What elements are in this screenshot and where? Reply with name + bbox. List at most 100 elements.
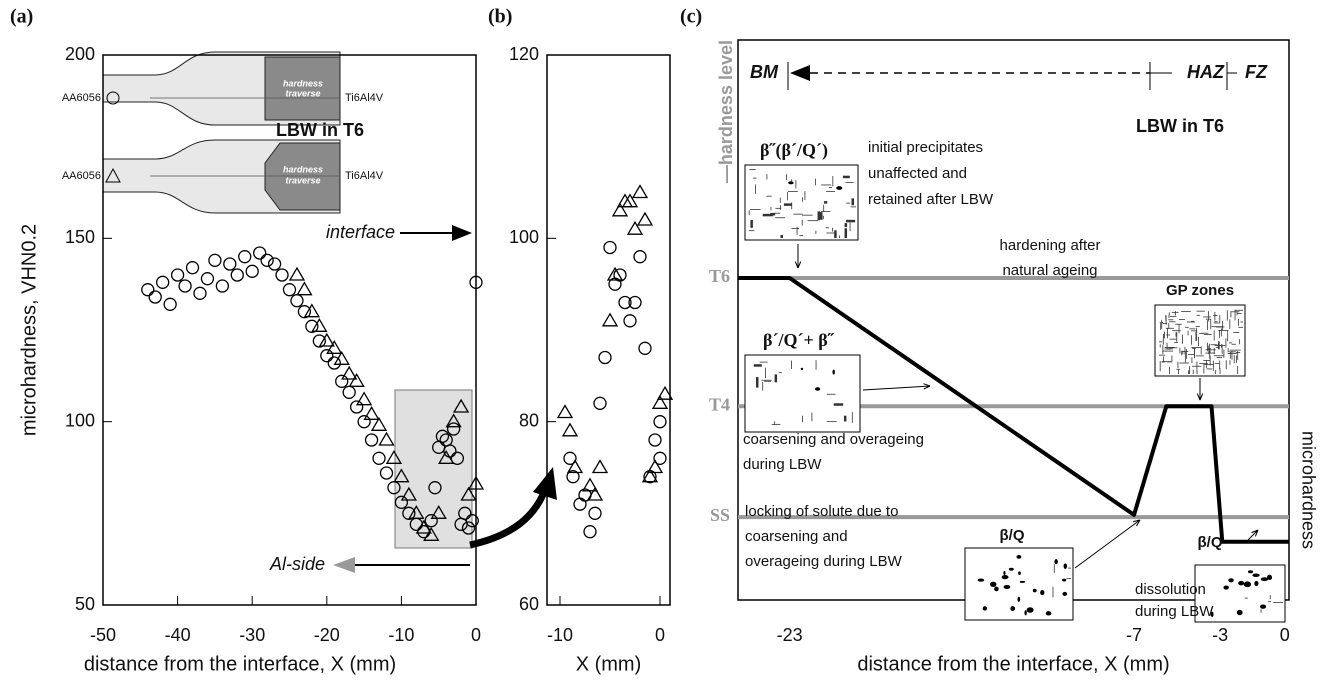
point	[320, 349, 334, 363]
point	[460, 486, 477, 501]
arrow-head	[333, 557, 355, 573]
precipitate	[1008, 567, 1014, 571]
point	[253, 246, 267, 260]
zoom-arrow	[469, 488, 549, 549]
y-tick-label: T4	[709, 394, 730, 414]
annotation: during LBW	[743, 456, 822, 473]
point	[438, 450, 455, 464]
panel-label: (b)	[488, 6, 512, 28]
precipitate	[836, 186, 843, 190]
annotation: during LBW	[1135, 603, 1214, 620]
point	[613, 268, 627, 282]
point	[428, 481, 442, 495]
precipitate	[1223, 585, 1229, 590]
point	[467, 475, 485, 490]
precipitate	[982, 606, 988, 611]
x-tick-label: -40	[165, 625, 191, 645]
annotation: microhardness	[1298, 431, 1318, 549]
y-tick-label: 50	[75, 594, 95, 614]
pointer-head	[1133, 519, 1141, 527]
point	[631, 184, 649, 199]
point	[598, 350, 612, 365]
point	[200, 272, 215, 286]
plot-frame	[546, 54, 671, 606]
precipitate	[1260, 577, 1269, 582]
annotation: GP zones	[1166, 282, 1234, 299]
x-tick-label: -30	[239, 625, 265, 645]
point	[601, 312, 619, 327]
point	[648, 433, 662, 447]
point	[141, 283, 155, 297]
point	[623, 314, 637, 328]
precipitate	[1238, 580, 1245, 586]
precipitate	[1254, 580, 1259, 587]
point	[238, 250, 252, 264]
point	[394, 495, 409, 509]
annotation: LBW in T6	[1136, 116, 1224, 136]
x-tick-label: 0	[655, 625, 665, 645]
x-tick-label: -10	[547, 625, 573, 645]
point	[349, 400, 364, 414]
point	[379, 466, 394, 480]
point	[461, 521, 476, 535]
annotation: hardness	[283, 78, 323, 88]
plot-frame	[102, 54, 477, 606]
y-tick-label: SS	[710, 505, 730, 525]
precipitate	[1252, 573, 1260, 578]
point	[626, 220, 644, 235]
point	[296, 281, 313, 296]
point	[230, 268, 244, 282]
point	[561, 422, 579, 437]
pointer-head	[794, 261, 802, 269]
pointer	[1247, 529, 1259, 541]
point	[303, 303, 321, 318]
point	[606, 266, 624, 281]
x-tick-label: 0	[1280, 625, 1290, 645]
point	[208, 253, 222, 267]
point	[327, 356, 341, 370]
point	[446, 422, 461, 436]
annotation: β/Q	[1000, 527, 1025, 544]
annotation: retained after LBW	[868, 191, 994, 208]
x-tick-label: -23	[777, 625, 803, 645]
point	[363, 406, 380, 420]
panel-label: (a)	[10, 6, 33, 28]
marker-key	[105, 167, 121, 183]
microstructure-box	[964, 547, 1074, 621]
point	[170, 268, 185, 282]
point	[267, 257, 282, 271]
point	[638, 341, 652, 355]
y-tick-label: 60	[519, 594, 539, 614]
point	[400, 486, 417, 501]
point	[641, 468, 659, 483]
y-axis-label: microhardness, VHN0.2	[18, 224, 40, 436]
point	[318, 332, 335, 347]
precipitate	[1001, 575, 1009, 580]
traverse-zone	[264, 56, 341, 121]
point	[341, 365, 358, 380]
y-tick-label: T6	[709, 266, 730, 286]
point	[355, 391, 373, 406]
point	[556, 404, 574, 419]
precipitate	[1026, 607, 1034, 613]
annotation: interface	[326, 222, 395, 242]
point	[408, 505, 425, 519]
point	[563, 451, 577, 465]
point	[372, 451, 386, 465]
precipitate	[1062, 591, 1068, 596]
annotation: FZ	[1245, 62, 1268, 82]
point	[415, 519, 432, 534]
point	[423, 527, 440, 541]
arrow-head	[452, 225, 472, 241]
precipitate	[1010, 606, 1016, 612]
point	[611, 202, 629, 217]
precipitate	[990, 581, 997, 588]
point	[656, 385, 674, 400]
precipitate	[1019, 580, 1026, 583]
point	[593, 396, 607, 410]
x-axis-label: distance from the interface, X (mm)	[857, 653, 1169, 675]
point	[586, 486, 604, 501]
precipitate	[1040, 589, 1045, 596]
annotation: LBW in T6	[276, 120, 364, 140]
